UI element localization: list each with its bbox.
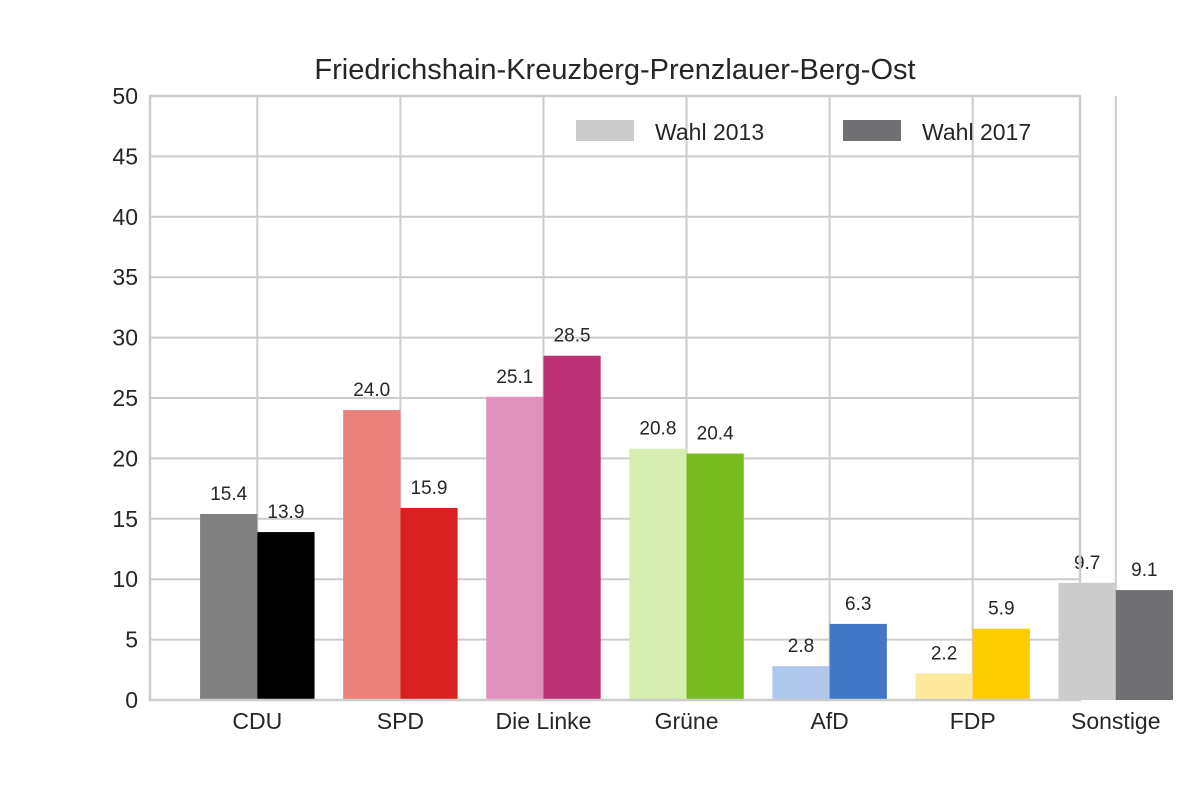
bar bbox=[257, 532, 315, 700]
bar bbox=[486, 396, 544, 700]
bar bbox=[543, 355, 601, 700]
bar-value-label: 2.2 bbox=[931, 643, 957, 664]
bar-value-label: 9.1 bbox=[1131, 560, 1157, 581]
bar bbox=[629, 448, 687, 700]
chart-title: Friedrichshain-Kreuzberg-Prenzlauer-Berg… bbox=[314, 54, 915, 86]
bar-value-label: 13.9 bbox=[267, 502, 304, 523]
x-tick-label: Die Linke bbox=[496, 708, 592, 734]
bars bbox=[200, 355, 1173, 700]
y-tick-label: 0 bbox=[125, 687, 138, 713]
x-tick-label: Sonstige bbox=[1071, 708, 1161, 734]
legend-label: Wahl 2017 bbox=[922, 119, 1031, 145]
legend-label: Wahl 2013 bbox=[655, 119, 764, 145]
bar-value-label: 2.8 bbox=[788, 636, 814, 657]
bar-value-label: 15.4 bbox=[210, 484, 247, 505]
x-tick-label: AfD bbox=[810, 708, 848, 734]
x-tick-label: Grüne bbox=[655, 708, 719, 734]
y-tick-label: 45 bbox=[112, 143, 138, 169]
bar-value-label: 24.0 bbox=[353, 380, 390, 401]
bar-value-label: 6.3 bbox=[845, 594, 871, 615]
y-tick-label: 5 bbox=[125, 627, 138, 653]
bar bbox=[915, 673, 973, 700]
bar-value-label: 20.8 bbox=[639, 419, 676, 440]
y-tick-label: 25 bbox=[112, 385, 138, 411]
bar-value-label: 9.7 bbox=[1074, 553, 1100, 574]
bar bbox=[829, 623, 887, 700]
legend: Wahl 2013 Wahl 2017 bbox=[576, 119, 1031, 145]
y-tick-label: 30 bbox=[112, 325, 138, 351]
y-tick-label: 20 bbox=[112, 445, 138, 471]
y-tick-label: 10 bbox=[112, 566, 138, 592]
bar bbox=[972, 628, 1030, 700]
y-tick-label: 40 bbox=[112, 204, 138, 230]
bar-value-label: 5.9 bbox=[988, 599, 1014, 620]
bar bbox=[772, 666, 830, 700]
bar-value-label: 25.1 bbox=[496, 367, 533, 388]
x-tick-label: CDU bbox=[232, 708, 282, 734]
bar bbox=[200, 513, 258, 700]
bar bbox=[400, 507, 458, 700]
x-axis-ticks: CDU SPD Die Linke Grüne AfD FDP Sonstige bbox=[232, 708, 1160, 734]
bar bbox=[343, 410, 401, 700]
plot-frame bbox=[148, 94, 1082, 702]
x-tick-label: SPD bbox=[377, 708, 424, 734]
legend-swatch bbox=[576, 120, 634, 141]
bar-value-label: 15.9 bbox=[411, 478, 448, 499]
bar-value-label: 20.4 bbox=[697, 424, 734, 445]
y-tick-label: 15 bbox=[112, 506, 138, 532]
bar bbox=[686, 453, 744, 700]
y-axis-ticks: 0 5 10 15 20 25 30 35 40 45 50 bbox=[112, 83, 138, 713]
bar bbox=[1115, 590, 1173, 700]
y-tick-label: 50 bbox=[112, 83, 138, 109]
y-tick-label: 35 bbox=[112, 264, 138, 290]
legend-swatch bbox=[843, 120, 901, 141]
bar bbox=[1058, 582, 1116, 700]
x-tick-label: FDP bbox=[950, 708, 996, 734]
bar-value-label: 28.5 bbox=[554, 326, 591, 347]
